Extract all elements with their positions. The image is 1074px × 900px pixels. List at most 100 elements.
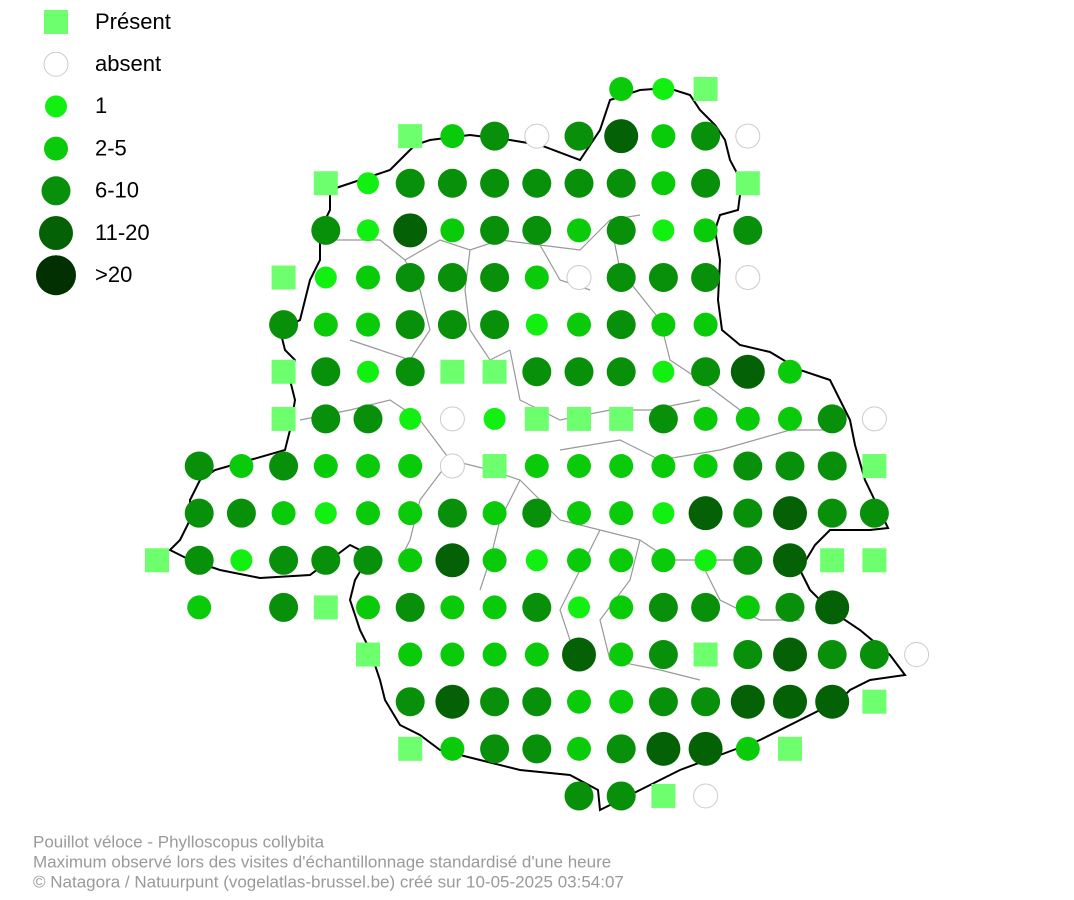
count-circle xyxy=(652,502,675,525)
count-circle xyxy=(606,357,636,387)
count-circle xyxy=(904,642,930,668)
count-circle xyxy=(693,783,719,809)
count-circle xyxy=(730,354,765,389)
count-circle xyxy=(733,451,763,481)
count-circle xyxy=(269,545,299,575)
count-circle xyxy=(604,119,639,154)
legend-label: >20 xyxy=(95,262,132,287)
count-circle xyxy=(691,121,721,151)
count-circle xyxy=(609,595,634,620)
count-circle xyxy=(398,501,423,526)
count-circle xyxy=(859,498,889,528)
count-circle xyxy=(440,124,465,149)
count-circle xyxy=(648,687,678,717)
count-circle xyxy=(606,168,636,198)
count-circle xyxy=(691,357,721,387)
count-circle xyxy=(314,266,337,289)
count-circle xyxy=(817,498,847,528)
legend-symbol xyxy=(45,95,67,118)
count-circle xyxy=(562,637,596,672)
count-circle xyxy=(567,548,591,573)
count-circle xyxy=(652,219,675,242)
count-circle xyxy=(522,592,552,622)
count-circle xyxy=(524,265,549,290)
present-square xyxy=(398,124,423,149)
count-circle xyxy=(688,496,723,531)
count-circle xyxy=(775,451,805,481)
count-circle xyxy=(730,684,765,719)
count-circle xyxy=(311,215,341,245)
count-circle xyxy=(356,454,380,479)
count-circle xyxy=(815,684,850,719)
count-circle xyxy=(184,545,214,575)
count-circle xyxy=(395,592,425,622)
present-square xyxy=(398,736,423,761)
present-square xyxy=(271,359,296,384)
count-circle xyxy=(187,595,212,620)
present-square xyxy=(271,265,296,290)
count-circle xyxy=(691,263,721,293)
count-circle xyxy=(564,168,594,198)
count-circle xyxy=(606,310,636,340)
present-square xyxy=(609,406,634,431)
caption-line: Pouillot véloce - Phylloscopus collybita xyxy=(33,832,325,851)
count-circle xyxy=(773,684,807,719)
count-circle xyxy=(229,454,254,479)
count-circle xyxy=(357,219,379,242)
count-circle xyxy=(480,168,510,198)
count-circle xyxy=(440,218,465,243)
count-circle xyxy=(735,406,760,431)
count-circle xyxy=(568,596,590,619)
count-circle xyxy=(522,734,552,764)
count-circle xyxy=(524,642,549,667)
count-circle xyxy=(817,451,847,481)
present-square xyxy=(820,548,845,573)
present-square xyxy=(313,595,338,620)
count-circle xyxy=(773,637,807,672)
count-circle xyxy=(356,265,380,290)
count-circle xyxy=(733,215,763,245)
present-square xyxy=(271,406,296,431)
count-circle xyxy=(609,642,634,667)
legend-label: 6-10 xyxy=(95,178,139,203)
legend-symbol xyxy=(36,255,76,296)
count-circle xyxy=(522,215,552,245)
count-circle xyxy=(269,451,299,481)
count-circle xyxy=(609,501,634,526)
count-circle xyxy=(691,687,721,717)
count-circle xyxy=(480,121,510,151)
count-circle xyxy=(606,781,636,811)
count-circle xyxy=(564,121,594,151)
count-circle xyxy=(609,548,634,573)
count-circle xyxy=(606,734,636,764)
count-circle xyxy=(437,168,467,198)
legend-symbol xyxy=(44,136,68,161)
count-circle xyxy=(483,407,506,430)
count-circle xyxy=(525,313,548,336)
count-circle xyxy=(693,312,718,337)
count-circle xyxy=(356,312,380,337)
count-circle xyxy=(694,549,717,572)
count-circle xyxy=(522,168,552,198)
grid-cells xyxy=(145,77,930,811)
count-circle xyxy=(395,687,425,717)
caption-line: © Natagora / Natuurpunt (vogelatlas-brus… xyxy=(33,872,624,891)
legend-label: 1 xyxy=(95,93,107,118)
count-circle xyxy=(735,736,760,761)
count-circle xyxy=(688,731,723,766)
count-circle xyxy=(480,687,510,717)
present-square xyxy=(482,454,507,479)
count-circle xyxy=(435,684,470,719)
count-circle xyxy=(482,642,507,667)
count-circle xyxy=(440,642,465,667)
count-circle xyxy=(524,454,549,479)
count-circle xyxy=(651,548,676,573)
legend-symbol xyxy=(39,216,73,250)
count-circle xyxy=(439,453,465,479)
count-circle xyxy=(564,781,594,811)
count-circle xyxy=(567,501,591,526)
present-square xyxy=(313,171,338,196)
present-square xyxy=(567,406,591,431)
